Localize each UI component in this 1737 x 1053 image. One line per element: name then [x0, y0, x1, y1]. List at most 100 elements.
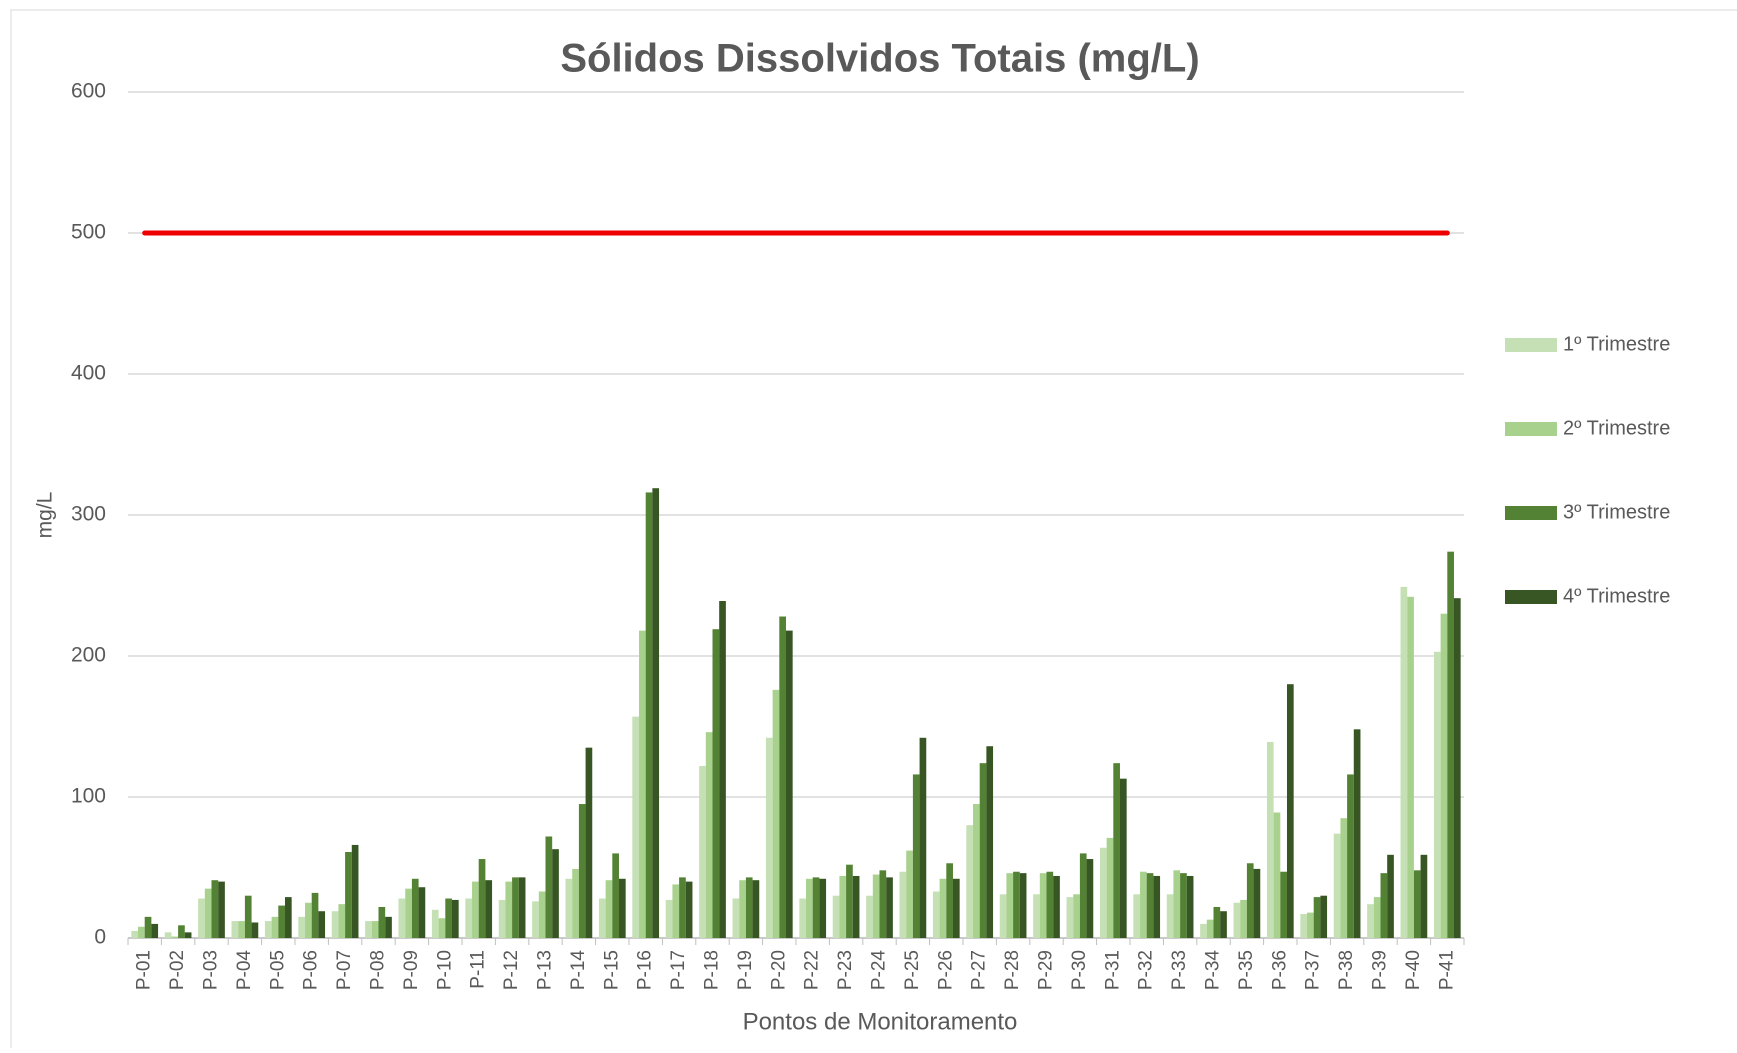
x-tick-label: P-32 — [1136, 950, 1157, 990]
bar — [952, 878, 960, 938]
bar — [986, 746, 994, 938]
x-tick-label: P-41 — [1436, 950, 1457, 990]
bar — [1180, 873, 1187, 938]
bar — [1119, 778, 1127, 938]
x-tick-label: P-16 — [635, 950, 656, 990]
x-tick-label: P-29 — [1036, 950, 1057, 990]
bar — [1220, 911, 1227, 938]
bar — [832, 895, 840, 938]
bar — [1320, 895, 1328, 938]
bar — [311, 892, 319, 938]
bar — [1106, 837, 1114, 938]
x-tick-label: P-07 — [334, 950, 355, 990]
bar — [144, 916, 152, 938]
bar — [1099, 847, 1107, 938]
y-tick-label: 400 — [71, 362, 106, 385]
bar — [1387, 854, 1394, 938]
bar — [598, 898, 606, 938]
bar — [1440, 613, 1448, 938]
x-tick-label: P-25 — [902, 950, 923, 990]
bar — [218, 881, 225, 938]
bar — [612, 853, 619, 938]
bar — [472, 881, 479, 938]
x-tick-label: P-14 — [568, 950, 589, 991]
bar — [1019, 873, 1027, 938]
x-tick-label: P-24 — [869, 950, 890, 991]
bar — [338, 904, 346, 938]
bar — [685, 881, 693, 938]
bar — [485, 880, 493, 938]
bar — [812, 877, 820, 938]
bar — [1206, 919, 1214, 938]
bar — [264, 921, 272, 938]
bar — [345, 851, 352, 938]
bar — [331, 911, 339, 938]
bar — [231, 921, 239, 938]
bar — [699, 765, 706, 938]
legend-swatch — [1505, 422, 1557, 436]
bar — [645, 492, 653, 938]
bar — [131, 930, 139, 938]
bar — [512, 877, 519, 938]
bar — [806, 878, 813, 938]
x-tick-label: P-35 — [1236, 950, 1257, 990]
x-tick-label: P-22 — [802, 950, 823, 990]
y-tick-label: 100 — [71, 785, 106, 808]
x-tick-label: P-19 — [735, 950, 756, 990]
bar — [819, 878, 827, 938]
bar — [271, 916, 279, 938]
bar — [632, 716, 640, 938]
bar — [251, 922, 259, 938]
bar — [318, 911, 326, 938]
bar — [979, 763, 987, 938]
x-tick-label: P-02 — [167, 950, 188, 990]
x-tick-label: P-30 — [1069, 950, 1090, 990]
bar — [1447, 551, 1454, 938]
legend-swatch — [1505, 506, 1557, 520]
bar — [1353, 729, 1361, 938]
bar — [385, 916, 392, 938]
bar — [351, 844, 359, 938]
legend-label: 3º Trimestre — [1563, 501, 1670, 523]
x-tick-label: P-20 — [768, 950, 789, 990]
bar — [846, 864, 853, 938]
y-tick-label: 200 — [71, 644, 106, 667]
x-tick-label: P-23 — [835, 950, 856, 990]
bar — [1013, 871, 1020, 938]
bar — [618, 878, 626, 938]
bar — [1033, 894, 1040, 938]
legend-label: 2º Trimestre — [1563, 417, 1670, 439]
x-tick-label: P-09 — [401, 950, 422, 990]
bar — [1079, 853, 1087, 938]
bar — [1300, 914, 1308, 938]
bar — [772, 689, 780, 938]
bar — [1433, 651, 1441, 938]
y-tick-label: 500 — [71, 221, 106, 244]
bar — [1006, 873, 1014, 938]
bar — [605, 880, 613, 938]
bar — [1086, 859, 1094, 938]
bar — [431, 909, 439, 938]
bar — [178, 925, 185, 938]
bar — [939, 878, 947, 938]
bar — [946, 863, 953, 938]
bar — [505, 881, 513, 938]
bar — [886, 877, 893, 938]
bar — [578, 804, 586, 938]
bar — [966, 825, 974, 938]
bar — [906, 850, 913, 938]
bar — [538, 891, 546, 938]
bar — [405, 888, 412, 938]
x-tick-label: P-12 — [501, 950, 522, 990]
x-tick-label: P-05 — [267, 950, 288, 990]
bar — [1266, 742, 1274, 938]
bar — [973, 804, 980, 938]
bar — [652, 488, 660, 938]
x-tick-label: P-15 — [601, 950, 622, 990]
x-axis-title: Pontos de Monitoramento — [743, 1008, 1018, 1035]
bar — [785, 630, 793, 938]
bar — [879, 870, 887, 938]
bar — [204, 888, 212, 938]
x-tick-label: P-31 — [1102, 950, 1123, 990]
bar — [866, 895, 873, 938]
